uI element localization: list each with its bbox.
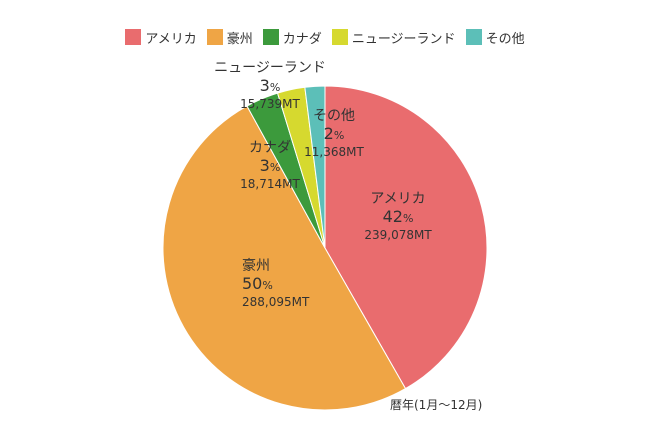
slice-percent-label: 42% [383,207,414,226]
legend-swatch [125,29,142,45]
slice-name-label: ニュージーランド [214,60,326,76]
slice-name-label: その他 [313,108,355,124]
legend-item[interactable]: カナダ [262,28,322,47]
pie-slice[interactable] [324,85,488,390]
legend: アメリカ 豪州 カナダ ニュージーランド その他 [0,26,650,48]
slice-name-label: 豪州 [242,258,270,274]
slice-percent-label: 50% [242,274,273,293]
legend-swatch [206,29,223,45]
legend-label: その他 [485,31,525,47]
chart-caption: 暦年(1月〜12月) [390,398,483,412]
legend-label: カナダ [282,31,322,47]
legend-swatch [262,29,279,45]
slice-name-label: アメリカ [370,191,425,207]
legend-label: 豪州 [226,31,253,47]
pie-slice[interactable] [304,85,326,249]
legend-item[interactable]: ニュージーランド [331,28,456,47]
legend-label: アメリカ [145,31,197,47]
slice-amount-label: 15,739MT [240,97,300,111]
legend-item[interactable]: 豪州 [206,28,253,47]
slice-amount-label: 239,078MT [364,228,432,242]
slice-amount-label: 18,714MT [240,177,300,191]
slice-name-label: カナダ [249,140,291,156]
slice-percent-label: 2% [324,124,345,143]
slice-percent-label: 3% [260,156,281,175]
slice-amount-label: 11,368MT [304,145,364,159]
legend-item[interactable]: その他 [465,28,525,47]
legend-item[interactable]: アメリカ [125,28,197,47]
legend-swatch [331,29,348,45]
legend-swatch [465,29,482,45]
pie-slice[interactable] [162,105,407,411]
slice-percent-label: 3% [260,76,281,95]
slice-amount-label: 288,095MT [242,295,310,309]
legend-label: ニュージーランド [351,31,456,47]
